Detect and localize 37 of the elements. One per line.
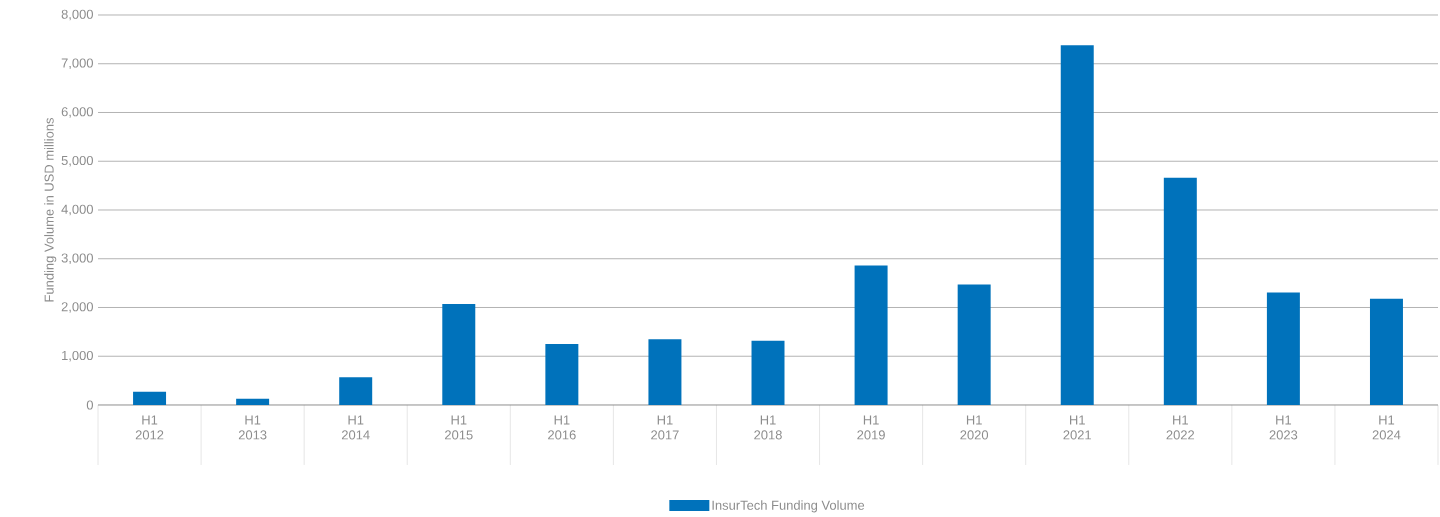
legend-label: InsurTech Funding Volume xyxy=(712,500,865,513)
y-tick-label: 5,000 xyxy=(61,155,93,167)
bar xyxy=(236,398,270,405)
y-tick-label: 1,000 xyxy=(62,350,93,362)
x-tick-label: H1 2013 xyxy=(238,415,267,440)
x-tick-label: H1 2022 xyxy=(1166,415,1195,440)
bar xyxy=(648,339,682,405)
x-tick-label: H1 2024 xyxy=(1372,415,1401,440)
bar xyxy=(751,340,785,405)
bar xyxy=(1369,298,1403,405)
bar xyxy=(1266,292,1300,405)
bar xyxy=(1163,177,1197,405)
y-tick-label: 7,000 xyxy=(61,58,93,70)
x-tick-label: H1 2023 xyxy=(1269,415,1298,440)
x-tick-label: H1 2018 xyxy=(754,415,782,440)
y-tick-label: 8,000 xyxy=(61,9,93,21)
bar xyxy=(545,344,579,405)
x-tick-label: H1 2014 xyxy=(341,415,370,440)
y-tick-label: 3,000 xyxy=(61,253,93,265)
x-tick-label: H1 2016 xyxy=(548,415,576,440)
bar xyxy=(854,265,888,405)
bar xyxy=(957,284,991,405)
x-tick-label: H1 2021 xyxy=(1063,415,1092,440)
x-tick-label: H1 2015 xyxy=(445,415,473,440)
bar xyxy=(133,391,167,405)
y-tick-label: 4,000 xyxy=(61,204,93,216)
x-tick-label: H1 2020 xyxy=(960,415,989,440)
bar xyxy=(1060,45,1094,405)
x-tick-label: H1 2019 xyxy=(857,415,885,440)
y-tick-label: 6,000 xyxy=(61,107,93,118)
bar xyxy=(442,304,476,405)
x-tick-label: H1 2012 xyxy=(135,415,164,440)
y-axis-title: Funding Volume in USD millions xyxy=(44,117,57,302)
x-tick-label: H1 2017 xyxy=(651,415,679,440)
y-tick-label: 2,000 xyxy=(61,302,93,313)
bar xyxy=(339,377,373,405)
y-tick-label: 0 xyxy=(86,400,93,410)
